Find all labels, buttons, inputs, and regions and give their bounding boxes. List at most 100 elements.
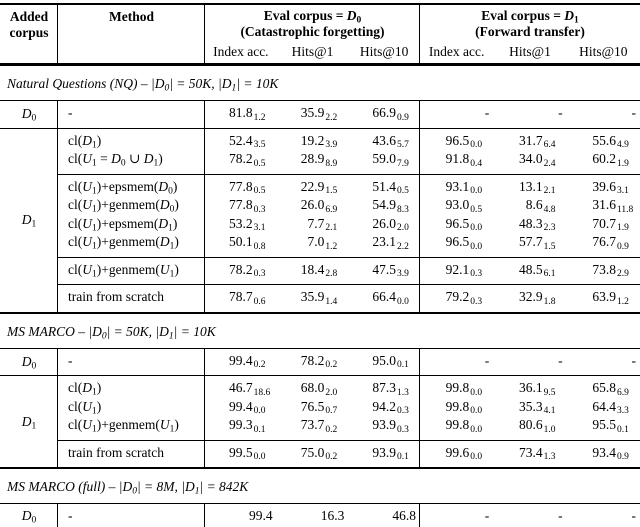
metric-value-cell: 99.30.1 bbox=[205, 417, 277, 436]
metric-std: 1.2 bbox=[253, 112, 266, 123]
metric-std: 0.0 bbox=[470, 452, 483, 462]
metric-std: 0.3 bbox=[253, 269, 266, 279]
metric-value-cell: 75.00.2 bbox=[277, 445, 349, 464]
metric-value-cell: 50.10.8 bbox=[205, 234, 277, 253]
metric-std: 1.5 bbox=[543, 241, 556, 252]
metric-value-cell: 93.90.3 bbox=[348, 417, 420, 436]
empty-cell: - bbox=[493, 105, 566, 124]
metric-value-cell: 48.56.1 bbox=[493, 262, 566, 281]
metric-value-cell: 32.91.8 bbox=[493, 289, 566, 308]
metric-value-cell: 99.4 bbox=[205, 508, 277, 524]
metric-mean: 59.0 bbox=[372, 151, 396, 166]
metric-std: 1.9 bbox=[616, 223, 629, 233]
metric-std: 2.9 bbox=[616, 269, 629, 279]
metric-mean: 8.6 bbox=[525, 197, 543, 212]
metric-mean: 22.9 bbox=[300, 178, 325, 194]
table-row: -81.81.2 35.92.2 66.90.9- - - bbox=[0, 105, 640, 124]
metric-std: 1.3 bbox=[543, 452, 556, 462]
metric-std: 0.1 bbox=[616, 424, 629, 435]
metric-mean: 96.5 bbox=[445, 132, 470, 148]
metric-mean: 32.9 bbox=[519, 289, 543, 304]
vertical-rule bbox=[57, 101, 58, 128]
metric-mean: 73.4 bbox=[519, 444, 543, 460]
metric-mean: 35.9 bbox=[300, 105, 325, 120]
metric-mean: 31.7 bbox=[519, 132, 543, 148]
metric-mean: 55.6 bbox=[592, 132, 616, 148]
metric-mean: 43.6 bbox=[372, 132, 396, 148]
metric-std: 0.9 bbox=[396, 112, 409, 123]
metric-value-cell: 95.50.1 bbox=[567, 417, 640, 436]
metric-mean: - bbox=[631, 508, 636, 523]
metric-std: 0.2 bbox=[325, 360, 338, 370]
metric-std: 3.5 bbox=[253, 140, 266, 150]
metric-std: 0.5 bbox=[253, 158, 266, 169]
metric-mean: 7.7 bbox=[307, 215, 325, 231]
metric-value-cell: 66.90.9 bbox=[348, 105, 420, 124]
metric-value-cell: 16.3 bbox=[277, 508, 349, 524]
metric-value-cell: 99.40.0 bbox=[205, 399, 277, 418]
method-cell: train from scratch bbox=[68, 289, 164, 304]
vertical-rule bbox=[419, 376, 420, 467]
metric-std: 0.3 bbox=[396, 424, 409, 435]
metric-value-cell: 73.70.2 bbox=[277, 417, 349, 436]
metric-value-cell: 43.65.7 bbox=[348, 133, 420, 152]
metric-mean: 39.6 bbox=[592, 178, 616, 194]
metric-value-cell: 79.20.3 bbox=[420, 289, 493, 308]
table-row: cl(U1)+genmem(U1) 78.20.3 18.42.8 47.53.9 92… bbox=[0, 262, 640, 281]
metric-std: 2.4 bbox=[543, 158, 556, 169]
metric-mean: 95.0 bbox=[372, 352, 396, 368]
metric-std: 0.1 bbox=[396, 360, 409, 370]
metric-std: 3.9 bbox=[325, 140, 338, 150]
table-row: cl(U1 = D0 ∪ D1) 78.20.5 28.98.9 59.07.9 91.… bbox=[0, 151, 640, 170]
row-separator-rule bbox=[0, 375, 640, 376]
eval-group-columns: Index acc. Hits@1 Hits@10 bbox=[420, 40, 640, 60]
metric-mean: - bbox=[631, 105, 636, 120]
metric-mean: 76.7 bbox=[592, 234, 616, 249]
column-header: Index acc. bbox=[428, 44, 485, 59]
method-cell: - bbox=[68, 508, 73, 523]
metric-value-cell: 99.80.0 bbox=[420, 399, 493, 418]
metric-value-cell: 22.91.5 bbox=[277, 179, 349, 198]
metric-mean: - bbox=[631, 352, 636, 368]
metric-std: 1.0 bbox=[543, 424, 556, 435]
metric-std: 2.2 bbox=[396, 241, 409, 252]
vertical-rule bbox=[204, 348, 205, 375]
added-corpus-label: D1 bbox=[21, 212, 37, 230]
metric-mean: 46.8 bbox=[392, 508, 416, 523]
metric-std: 0.3 bbox=[253, 204, 266, 215]
method-cell: train from scratch bbox=[68, 444, 164, 460]
vertical-rule bbox=[57, 348, 58, 375]
metric-value-cell: 93.00.5 bbox=[420, 197, 493, 216]
metric-value-cell: 48.32.3 bbox=[493, 216, 566, 235]
metric-value-cell: 39.63.1 bbox=[567, 179, 640, 198]
metric-value-cell: 99.60.0 bbox=[420, 445, 493, 464]
metric-std: 0.5 bbox=[396, 186, 409, 196]
eval-group-title: Eval corpus = D0 bbox=[263, 8, 362, 26]
metric-value-cell: 26.06.9 bbox=[277, 197, 349, 216]
added-corpus-label: D0 bbox=[21, 507, 37, 526]
metric-value-cell: 99.80.0 bbox=[420, 380, 493, 399]
vertical-rule bbox=[419, 128, 420, 312]
vertical-rule bbox=[57, 504, 58, 527]
metric-mean: 66.9 bbox=[372, 105, 396, 120]
metric-std: 0.0 bbox=[470, 406, 483, 416]
metric-value-cell: 96.50.0 bbox=[420, 234, 493, 253]
metric-std: 2.1 bbox=[325, 223, 338, 233]
metric-mean: 31.6 bbox=[592, 197, 616, 212]
method-group: - 99.4 16.3 46.8 - - - bbox=[0, 504, 640, 527]
header-method: Method bbox=[109, 9, 154, 24]
metric-std: 0.3 bbox=[470, 269, 483, 279]
metric-mean: 46.7 bbox=[229, 380, 253, 395]
metric-mean: 91.8 bbox=[445, 151, 470, 166]
metric-std: 0.0 bbox=[470, 186, 483, 196]
metric-std: 1.5 bbox=[325, 186, 338, 196]
metric-std: 0.6 bbox=[253, 296, 266, 307]
eval-group-columns: Index acc. Hits@1 Hits@10 bbox=[205, 40, 420, 60]
metric-std: 0.0 bbox=[470, 241, 483, 252]
metric-value-cell: 99.80.0 bbox=[420, 417, 493, 436]
metric-value-cell: 96.50.0 bbox=[420, 216, 493, 235]
metric-mean: 34.0 bbox=[519, 151, 543, 166]
metric-mean: 51.4 bbox=[372, 178, 396, 194]
metric-std: 2.2 bbox=[325, 112, 338, 123]
metric-std: 2.3 bbox=[543, 223, 556, 233]
